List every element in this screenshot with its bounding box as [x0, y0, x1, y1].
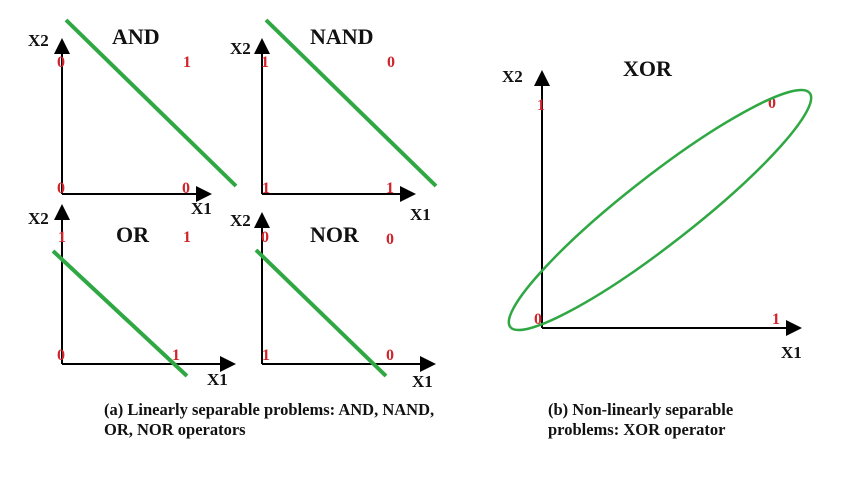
or-y-axis-label: X2: [28, 209, 49, 228]
xor-title: XOR: [623, 56, 673, 81]
or-value-bottom-left: 0: [57, 347, 65, 364]
nand-value-bottom-right: 1: [386, 180, 394, 197]
xor-ellipse: [507, 88, 813, 332]
caption-linearly-separable: (a) Linearly separable problems: AND, NA…: [104, 400, 435, 439]
and-x-axis-label: X1: [191, 199, 212, 218]
xor-value-bottom-left: 0: [534, 311, 542, 328]
or-separator-line: [51, 249, 189, 378]
or-value-bottom-right: 1: [172, 347, 180, 364]
nor-value-bottom-right: 0: [386, 347, 394, 364]
nand-value-bottom-left: 1: [262, 180, 270, 197]
nand-x-axis-label: X1: [410, 205, 431, 224]
nor-title: NOR: [310, 222, 360, 247]
xor-value-bottom-right: 1: [772, 311, 780, 328]
and-value-bottom-right: 0: [182, 180, 190, 197]
or-x-axis-label: X1: [207, 370, 228, 389]
nor-x-axis-label: X1: [412, 372, 433, 391]
and-value-top-left: 0: [57, 54, 65, 71]
and-y-axis-label: X2: [28, 31, 49, 50]
nand-value-top-right: 0: [387, 54, 395, 71]
nor-value-top-left: 0: [261, 229, 269, 246]
xor-x-axis-label: X1: [781, 343, 802, 362]
nor-value-top-right: 0: [386, 231, 394, 248]
and-separator-line: [64, 18, 238, 188]
panel-nand: X2 X1 NAND 1 0 1 1: [230, 18, 438, 224]
nand-separator-line: [264, 18, 438, 188]
nand-y-axis-label: X2: [230, 39, 251, 58]
xor-value-top-left: 1: [537, 97, 545, 114]
nor-y-axis-label: X2: [230, 211, 251, 230]
panel-and: X2 X1 AND 0 1 0 0: [28, 18, 238, 218]
nor-value-bottom-left: 1: [262, 347, 270, 364]
nand-title: NAND: [310, 24, 374, 49]
and-value-top-right: 1: [183, 54, 191, 71]
nor-separator-line: [254, 248, 388, 378]
xor-y-axis-label: X2: [502, 67, 523, 86]
xor-value-top-right: 0: [768, 95, 776, 112]
and-value-bottom-left: 0: [57, 180, 65, 197]
nand-value-top-left: 1: [261, 54, 269, 71]
and-title: AND: [112, 24, 160, 49]
panel-or: X2 X1 OR 1 1 0 1: [28, 204, 236, 389]
panel-xor: X2 X1 XOR 1 0 0 1: [502, 56, 813, 362]
panel-nor: X2 X1 NOR 0 0 1 0: [230, 211, 436, 391]
caption-non-linearly-separable: (b) Non-linearly separable problems: XOR…: [548, 400, 734, 439]
or-value-top-left: 1: [58, 229, 66, 246]
or-title: OR: [116, 222, 150, 247]
or-value-top-right: 1: [183, 229, 191, 246]
